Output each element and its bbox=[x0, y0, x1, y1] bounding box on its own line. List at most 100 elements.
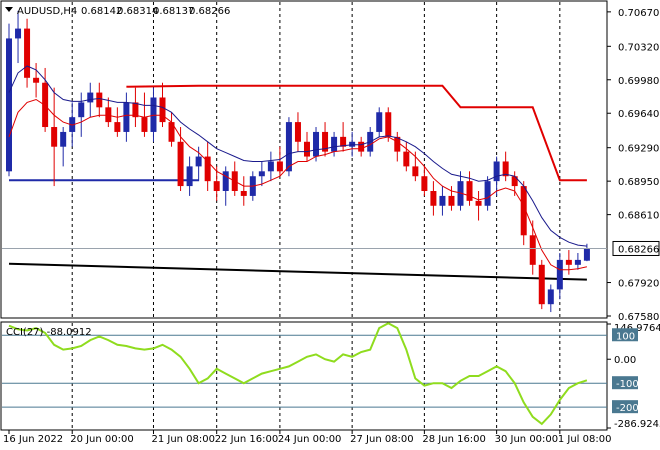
collapse-triangle-icon[interactable] bbox=[5, 7, 13, 12]
bear-candle bbox=[114, 122, 121, 132]
bull-candle bbox=[186, 166, 193, 187]
x-tick-label: 27 Jun 08:00 bbox=[350, 434, 414, 445]
x-tick-label: 16 Jun 2022 bbox=[3, 434, 63, 445]
bear-candle bbox=[33, 77, 40, 83]
y-tick-label: 0.67580 bbox=[618, 312, 659, 323]
bull-candle bbox=[60, 131, 67, 147]
bull-candle bbox=[376, 112, 383, 132]
x-tick-label: 20 Jun 00:00 bbox=[70, 434, 134, 445]
y-tick-label: 0.69290 bbox=[618, 144, 659, 155]
bull-candle bbox=[285, 122, 292, 172]
time-axis: 16 Jun 2022 20 Jun 00:00 21 Jun 08:00 22 Ju… bbox=[3, 430, 611, 445]
bear-candle bbox=[466, 181, 473, 201]
bull-candle bbox=[556, 259, 563, 290]
y-tick-label: 0.70320 bbox=[618, 42, 659, 53]
cci-tick-label: 0.00 bbox=[614, 355, 636, 366]
bull-candle bbox=[484, 181, 491, 206]
ohlc-high: 0.68314 bbox=[117, 6, 158, 17]
main-pane bbox=[0, 0, 608, 319]
bear-candle bbox=[177, 141, 184, 187]
cci-level-tag bbox=[612, 400, 638, 414]
bear-candle bbox=[322, 131, 329, 152]
bull-candle bbox=[6, 38, 12, 172]
bear-candle bbox=[529, 235, 536, 265]
bull-candle bbox=[15, 28, 22, 39]
bear-candle bbox=[385, 112, 392, 137]
cci-level-tag bbox=[612, 376, 638, 390]
cci-level-value: -100 bbox=[616, 379, 639, 390]
bull-candle bbox=[439, 195, 446, 206]
bear-candle bbox=[358, 141, 365, 152]
bear-candle bbox=[565, 259, 572, 265]
ohlc-low: 0.68137 bbox=[153, 6, 194, 17]
bear-candle bbox=[294, 122, 301, 142]
price-axis: 0.70670 0.70320 0.69980 0.69640 0.69290 0.689… bbox=[2, 8, 660, 323]
x-tick-label: 22 Jun 16:00 bbox=[215, 434, 279, 445]
y-tick-label: 0.69980 bbox=[618, 76, 659, 87]
ohlc-close: 0.68266 bbox=[189, 6, 230, 17]
bull-candle bbox=[547, 289, 554, 305]
bull-candle bbox=[78, 102, 85, 118]
bull-candle bbox=[583, 248, 590, 261]
cci-level-tag bbox=[612, 328, 638, 342]
upper-channel-line bbox=[126, 84, 587, 182]
bear-candle bbox=[511, 176, 518, 187]
y-tick-label: 0.68610 bbox=[618, 211, 659, 222]
cci-tick-label: -286.9243 bbox=[614, 419, 660, 430]
bear-candle bbox=[340, 136, 347, 147]
bear-candle bbox=[240, 190, 247, 196]
y-tick-label: 0.69640 bbox=[618, 109, 659, 120]
bear-candle bbox=[520, 186, 527, 236]
cci-line bbox=[8, 322, 588, 426]
bull-candle bbox=[331, 136, 338, 152]
bear-candle bbox=[51, 127, 58, 147]
bear-candle bbox=[475, 200, 482, 206]
bear-candle bbox=[430, 190, 437, 206]
last-price-tag bbox=[612, 240, 660, 256]
bear-candle bbox=[213, 181, 220, 191]
y-tick-label: 0.67920 bbox=[618, 279, 659, 290]
bear-candle bbox=[448, 195, 455, 206]
ohlc-open: 0.68142 bbox=[81, 6, 122, 17]
cci-series bbox=[8, 322, 588, 426]
bear-candle bbox=[276, 161, 283, 172]
bear-candle bbox=[412, 166, 419, 177]
bear-candle bbox=[141, 117, 148, 132]
last-price-value: 0.68266 bbox=[618, 244, 659, 255]
cci-pane bbox=[0, 321, 608, 431]
bear-candle bbox=[502, 161, 509, 177]
bear-candle bbox=[159, 97, 166, 123]
symbol-label: AUDUSD,H4 bbox=[17, 6, 77, 17]
bull-candle bbox=[222, 171, 229, 191]
bear-candle bbox=[403, 151, 410, 167]
bear-candle bbox=[96, 92, 103, 108]
cci-axis: 146.97641000.00-100-200-286.9243 bbox=[607, 323, 660, 430]
y-tick-label: 0.68950 bbox=[618, 177, 659, 188]
x-tick-label: 30 Jun 00:00 bbox=[495, 434, 559, 445]
fast-ma-line bbox=[8, 98, 588, 271]
bear-candle bbox=[132, 102, 139, 118]
cci-levels bbox=[2, 334, 607, 408]
bull-candle bbox=[313, 131, 320, 157]
support-trendline bbox=[8, 262, 587, 281]
bull-candle bbox=[493, 161, 500, 182]
x-tick-label: 24 Jun 00:00 bbox=[278, 434, 342, 445]
bull-candle bbox=[69, 117, 76, 132]
bear-candle bbox=[421, 176, 428, 191]
bull-candle bbox=[267, 161, 274, 172]
cci-label: CCI(27) -88.0912 bbox=[6, 327, 92, 338]
x-tick-label: 1 Jul 08:00 bbox=[558, 434, 612, 445]
slow-ma-line bbox=[8, 65, 587, 247]
overlay-lines bbox=[8, 84, 587, 281]
y-tick-label: 0.70670 bbox=[618, 8, 659, 19]
x-tick-label: 28 Jun 16:00 bbox=[422, 434, 486, 445]
cci-level-value: -200 bbox=[616, 403, 639, 414]
bear-candle bbox=[538, 264, 545, 305]
bull-candle bbox=[258, 171, 265, 177]
bear-candle bbox=[303, 141, 310, 157]
bear-candle bbox=[394, 136, 401, 152]
bull-candle bbox=[123, 102, 130, 132]
bull-candle bbox=[574, 259, 581, 265]
bear-candle bbox=[168, 122, 175, 142]
